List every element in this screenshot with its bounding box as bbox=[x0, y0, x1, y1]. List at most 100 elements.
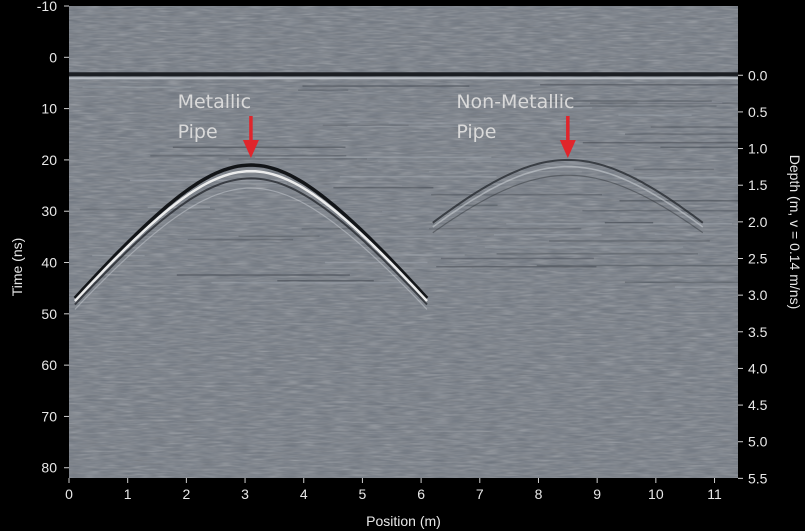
depth-axis-title: Depth (m, v = 0.14 m/ns) bbox=[787, 155, 803, 309]
x-tick-label: 8 bbox=[535, 486, 543, 502]
x-axis-ticks: 0 1 2 3 4 5 6 7 8 9 10 11 bbox=[65, 478, 722, 502]
hyperbola-arc bbox=[73, 163, 429, 300]
reflection-band bbox=[440, 257, 594, 260]
reflection-band bbox=[496, 253, 698, 255]
depth-tick-label: 3.0 bbox=[748, 287, 768, 303]
reflection-band bbox=[255, 156, 492, 159]
reflection-band bbox=[388, 254, 465, 256]
depth-tick-label: 1.5 bbox=[748, 177, 768, 193]
reflection-band bbox=[619, 216, 720, 218]
y-tick-label: 80 bbox=[41, 460, 57, 476]
x-tick-label: 3 bbox=[241, 486, 249, 502]
reflection-band bbox=[302, 85, 470, 87]
depth-tick-label: 2.5 bbox=[748, 250, 768, 266]
reflection-band bbox=[172, 146, 346, 149]
pipe-hyperbolas bbox=[73, 158, 704, 310]
reflection-band bbox=[674, 286, 738, 288]
reflection-band bbox=[582, 141, 738, 144]
reflection-band bbox=[333, 186, 434, 189]
reflection-band bbox=[544, 100, 712, 102]
y-tick-label: 20 bbox=[41, 152, 57, 168]
reflection-band bbox=[177, 122, 226, 124]
annotations: Metallic Pipe Non-Metallic Pipe bbox=[178, 91, 576, 158]
x-tick-label: 10 bbox=[648, 486, 664, 502]
x-axis-title: Position (m) bbox=[366, 513, 441, 529]
y-tick-label: 60 bbox=[41, 357, 57, 373]
radargram-reflections bbox=[69, 72, 738, 288]
reflection-band bbox=[298, 89, 349, 91]
annotation-metallic-line1: Metallic bbox=[178, 91, 251, 113]
reflection-band bbox=[660, 146, 738, 149]
hyperbola-arc bbox=[73, 169, 428, 302]
reflection-band bbox=[536, 264, 738, 267]
arrow-down-icon bbox=[559, 116, 576, 158]
annotation-metallic-line2: Pipe bbox=[178, 121, 218, 143]
reflection-band bbox=[650, 126, 738, 128]
reflection-band bbox=[637, 101, 723, 104]
depth-axis-ticks: 0.0 0.5 1.0 1.5 2.0 2.5 3.0 3.5 4.0 4.5 5.0 5.5 bbox=[738, 67, 768, 486]
y-tick-label: 30 bbox=[41, 203, 57, 219]
reflection-band bbox=[79, 208, 215, 211]
reflection-band bbox=[82, 86, 191, 88]
x-tick-label: 11 bbox=[707, 486, 722, 502]
reflection-band bbox=[130, 179, 287, 182]
reflection-band bbox=[636, 176, 738, 179]
x-tick-label: 0 bbox=[65, 486, 73, 502]
reflection-band bbox=[325, 261, 428, 264]
reflection-band bbox=[315, 282, 357, 284]
reflection-band bbox=[382, 210, 559, 213]
depth-tick-label: 0.5 bbox=[748, 104, 768, 120]
depth-tick-label: 0.0 bbox=[748, 67, 768, 83]
reflection-band bbox=[506, 223, 733, 225]
y-tick-label: 70 bbox=[41, 408, 57, 424]
arrow-down-icon bbox=[242, 116, 259, 158]
reflection-band bbox=[507, 163, 599, 165]
reflection-band bbox=[224, 182, 287, 185]
reflection-band bbox=[544, 107, 593, 109]
hyperbola-arc bbox=[432, 165, 704, 228]
reflection-band bbox=[238, 235, 320, 238]
y-tick-label: 0 bbox=[49, 49, 57, 65]
radargram-noise bbox=[69, 6, 738, 478]
x-tick-label: 7 bbox=[476, 486, 484, 502]
reflection-band bbox=[456, 204, 498, 207]
reflection-band bbox=[277, 279, 374, 282]
x-tick-label: 2 bbox=[182, 486, 190, 502]
reflection-band bbox=[322, 124, 409, 127]
x-tick-label: 1 bbox=[124, 486, 132, 502]
y-tick-label: 40 bbox=[41, 255, 57, 271]
y-tick-label: 50 bbox=[41, 306, 57, 322]
reflection-band bbox=[625, 133, 738, 135]
reflection-band bbox=[378, 160, 595, 163]
reflection-band bbox=[465, 158, 615, 160]
depth-tick-label: 4.0 bbox=[748, 360, 768, 376]
y-axis-ticks: -10 0 10 20 30 40 50 60 70 80 bbox=[37, 0, 69, 476]
x-tick-label: 9 bbox=[593, 486, 601, 502]
surface-reflection-highlight bbox=[69, 77, 738, 80]
reflection-band bbox=[540, 84, 738, 86]
hyperbola-arc bbox=[74, 177, 428, 306]
hyperbola-arc bbox=[74, 187, 428, 310]
reflection-band bbox=[286, 119, 492, 121]
hyperbola-arc bbox=[432, 174, 704, 234]
surface-reflection bbox=[69, 72, 738, 77]
reflection-band bbox=[633, 168, 714, 171]
reflection-band bbox=[493, 234, 602, 236]
x-tick-label: 6 bbox=[417, 486, 425, 502]
reflection-band bbox=[618, 114, 692, 116]
depth-tick-label: 2.0 bbox=[748, 214, 768, 230]
reflection-band bbox=[339, 175, 497, 178]
reflection-band bbox=[428, 170, 582, 173]
depth-tick-label: 5.5 bbox=[748, 470, 768, 486]
reflection-band bbox=[624, 281, 738, 284]
reflection-band bbox=[654, 233, 738, 236]
reflection-band bbox=[187, 238, 294, 241]
reflection-band bbox=[211, 282, 401, 284]
reflection-band bbox=[590, 102, 738, 104]
reflection-band bbox=[388, 122, 582, 124]
reflection-band bbox=[431, 193, 602, 196]
reflection-band bbox=[359, 235, 477, 238]
reflection-band bbox=[301, 228, 357, 230]
